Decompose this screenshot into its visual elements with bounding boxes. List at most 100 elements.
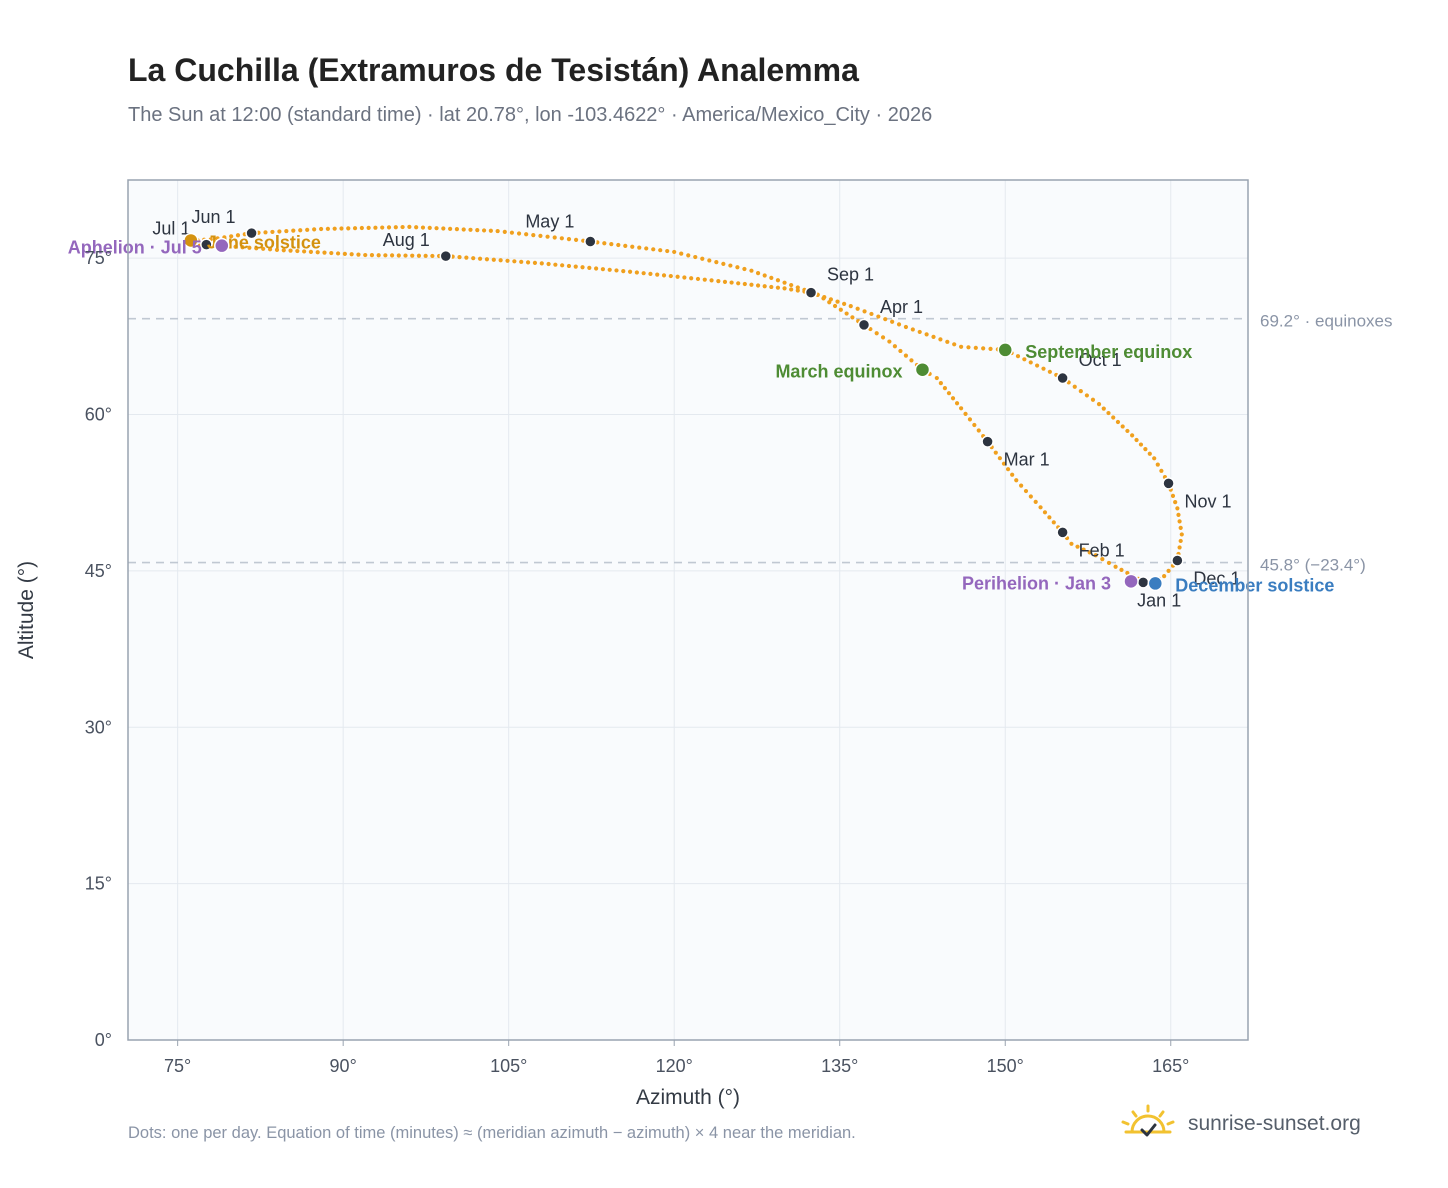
daily-sun-dot xyxy=(552,235,557,240)
daily-sun-dot xyxy=(842,301,847,306)
daily-sun-dot xyxy=(1170,493,1176,498)
event-marker-dot xyxy=(1123,573,1139,590)
daily-sun-dot xyxy=(1047,515,1052,520)
daily-sun-dot xyxy=(950,396,956,401)
daily-sun-dot xyxy=(641,271,646,276)
daily-sun-dot xyxy=(1176,512,1181,517)
daily-sun-dot xyxy=(509,230,515,235)
daily-sun-dot xyxy=(931,334,936,339)
daily-sun-dot xyxy=(769,275,774,280)
daily-sun-dot xyxy=(254,246,259,251)
month-marker-label: Nov 1 xyxy=(1185,491,1232,511)
daily-sun-dot xyxy=(346,226,351,231)
daily-sun-dot xyxy=(616,242,621,248)
daily-sun-dot xyxy=(1078,388,1083,394)
daily-sun-dot xyxy=(560,263,565,268)
daily-sun-dot xyxy=(477,256,483,261)
daily-sun-dot xyxy=(795,288,800,293)
month-marker-label: Feb 1 xyxy=(1079,540,1125,560)
month-marker-dot xyxy=(439,249,453,263)
daily-sun-dot xyxy=(648,271,653,276)
daily-sun-dot xyxy=(407,224,412,230)
daily-sun-dot xyxy=(655,272,660,277)
daily-sun-dot xyxy=(898,348,903,354)
daily-sun-dot xyxy=(270,229,275,235)
daily-sun-dot xyxy=(312,227,317,232)
daily-sun-dot xyxy=(1005,467,1011,472)
month-marker-label: Oct 1 xyxy=(1079,350,1122,370)
daily-sun-dot xyxy=(566,263,572,269)
daily-sun-dot xyxy=(559,236,564,241)
daily-sun-dot xyxy=(693,254,698,260)
daily-sun-dot xyxy=(997,456,1002,461)
daily-sun-dot xyxy=(1178,538,1183,544)
month-marker-label: Jul 1 xyxy=(152,219,190,239)
daily-sun-dot xyxy=(1106,410,1111,416)
daily-sun-dot xyxy=(495,228,500,234)
month-marker-dot xyxy=(1162,477,1175,490)
daily-sun-dot xyxy=(672,249,677,255)
daily-sun-dot xyxy=(993,450,998,455)
daily-sun-dot xyxy=(722,279,728,284)
month-marker-dot xyxy=(1171,554,1184,567)
daily-sun-dot xyxy=(876,314,881,319)
daily-sun-dot xyxy=(481,228,487,233)
daily-sun-dot xyxy=(305,227,310,232)
daily-sun-dot xyxy=(281,248,286,253)
daily-sun-dot xyxy=(728,263,733,268)
daily-sun-dot xyxy=(1035,363,1040,368)
brand-name: sunrise-sunset.org xyxy=(1188,1112,1361,1135)
daily-sun-dot xyxy=(386,225,392,230)
daily-sun-dot xyxy=(910,327,915,332)
daily-sun-dot xyxy=(373,225,378,230)
daily-sun-dot xyxy=(896,322,902,327)
daily-sun-dot xyxy=(1010,472,1015,477)
daily-sun-dot xyxy=(524,232,529,237)
daily-sun-dot xyxy=(735,265,740,270)
daily-sun-dot xyxy=(1093,553,1098,558)
event-marker-label: June solstice xyxy=(207,232,321,252)
reference-line-label: 45.8° (−23.4°) xyxy=(1260,556,1366,575)
daily-sun-dot xyxy=(1081,547,1086,552)
daily-sun-dot xyxy=(423,253,428,258)
daily-sun-dot xyxy=(689,276,694,281)
daily-sun-dot xyxy=(380,225,385,230)
daily-sun-dot xyxy=(707,258,712,263)
daily-sun-dot xyxy=(700,256,705,261)
daily-sun-dot xyxy=(762,284,767,289)
reference-line-label: 69.2° · equinoxes xyxy=(1260,312,1393,331)
daily-sun-dot xyxy=(1119,567,1124,572)
daily-sun-dot xyxy=(892,344,897,349)
x-tick-label: 105° xyxy=(490,1056,527,1076)
daily-sun-dot xyxy=(302,249,307,254)
daily-sun-dot xyxy=(934,375,939,381)
daily-sun-dot xyxy=(714,260,719,265)
daily-sun-dot xyxy=(1001,461,1007,466)
daily-sun-dot xyxy=(651,247,656,252)
daily-sun-dot xyxy=(1175,506,1180,511)
brand[interactable]: sunrise-sunset.org xyxy=(1118,1102,1361,1146)
daily-sun-dot xyxy=(729,280,734,285)
daily-sun-dot xyxy=(938,337,943,342)
daily-sun-dot xyxy=(749,282,754,287)
daily-sun-dot xyxy=(736,281,741,286)
daily-sun-dot xyxy=(1072,384,1077,389)
daily-sun-dot xyxy=(566,236,572,242)
month-marker-label: Jun 1 xyxy=(192,207,236,227)
daily-sun-dot xyxy=(679,251,684,256)
daily-sun-dot xyxy=(580,265,585,270)
daily-sun-dot xyxy=(505,258,510,263)
event-marker-label: December solstice xyxy=(1175,575,1334,595)
daily-sun-dot xyxy=(1051,520,1056,525)
daily-sun-dot xyxy=(614,268,619,273)
daily-sun-dot xyxy=(716,279,721,284)
daily-sun-dot xyxy=(607,267,612,272)
daily-sun-dot xyxy=(539,261,544,266)
month-marker-dot xyxy=(200,238,213,251)
daily-sun-dot xyxy=(682,275,687,280)
month-marker-label: May 1 xyxy=(525,212,574,232)
daily-sun-dot xyxy=(553,262,558,267)
daily-sun-dot xyxy=(240,245,245,250)
daily-sun-dot xyxy=(461,227,466,232)
